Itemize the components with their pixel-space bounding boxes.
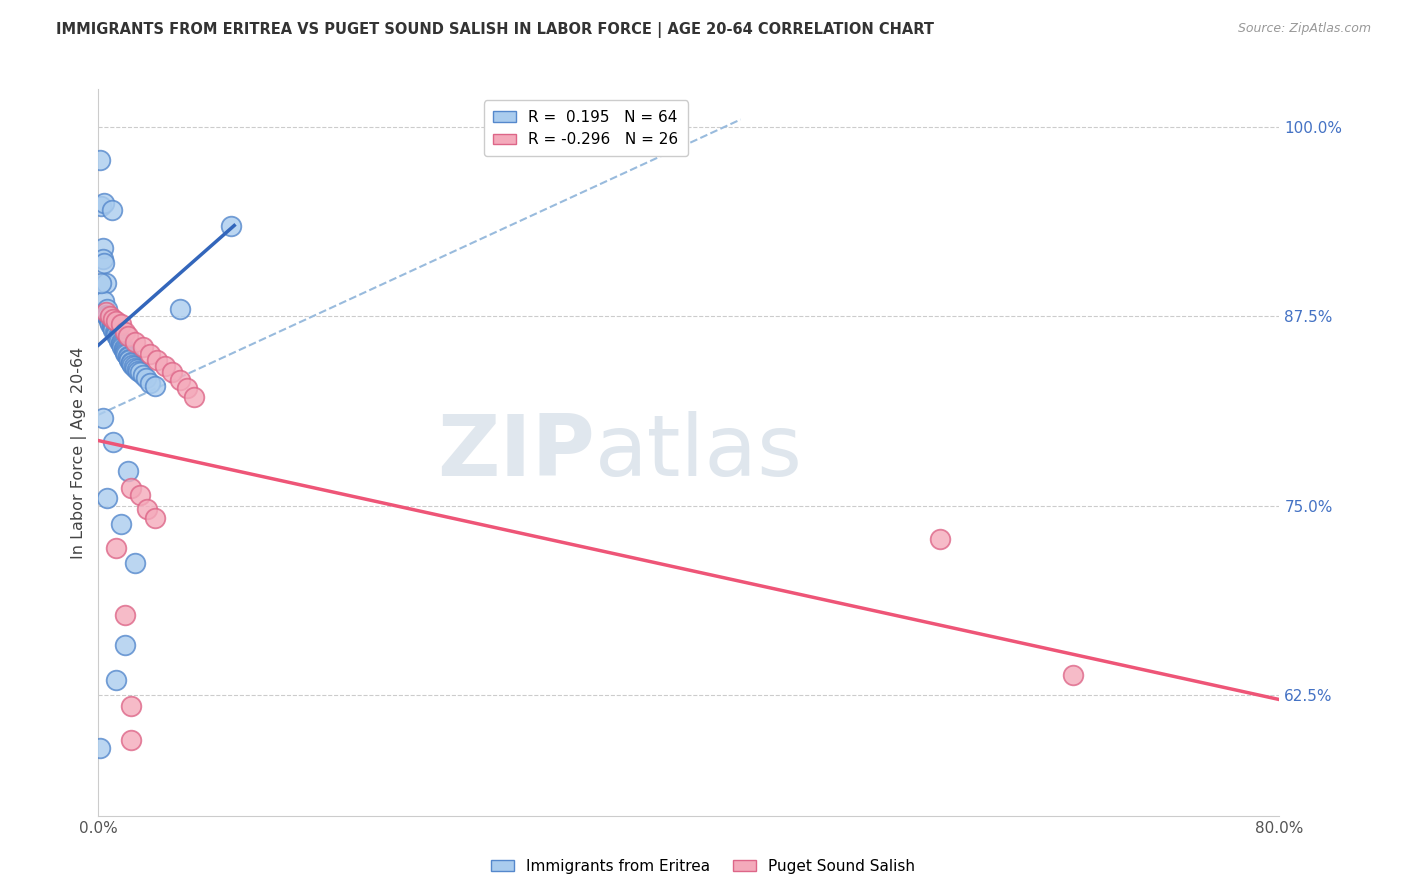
Point: [107, 329, 129, 343]
Point: [105, 327, 128, 342]
Point: [120, 356, 142, 370]
Point: [100, 318, 122, 333]
Point: [143, 511, 166, 525]
Point: [176, 380, 198, 394]
Point: [183, 390, 205, 404]
Point: [117, 329, 139, 343]
Text: ZIP: ZIP: [437, 411, 595, 494]
Point: [118, 351, 141, 366]
Point: [89, 741, 111, 756]
Point: [124, 335, 146, 350]
Point: [169, 373, 191, 387]
Point: [94, 305, 117, 319]
Point: [118, 353, 141, 368]
Point: [117, 349, 139, 363]
Point: [91, 241, 114, 255]
Point: [117, 351, 139, 365]
Point: [97, 314, 120, 328]
Point: [91, 410, 114, 425]
Point: [117, 464, 139, 478]
Point: [139, 376, 162, 390]
Point: [110, 317, 132, 331]
Point: [122, 359, 145, 374]
Point: [121, 358, 143, 372]
Point: [103, 323, 125, 337]
Point: [104, 325, 127, 339]
Point: [98, 315, 121, 329]
Point: [105, 673, 128, 687]
Point: [93, 256, 115, 270]
Point: [94, 308, 117, 322]
Point: [115, 347, 138, 361]
Point: [162, 366, 183, 380]
Point: [89, 153, 111, 168]
Point: [153, 359, 176, 374]
Point: [110, 516, 132, 531]
Point: [108, 332, 131, 346]
Point: [114, 325, 136, 339]
Legend: Immigrants from Eritrea, Puget Sound Salish: Immigrants from Eritrea, Puget Sound Sal…: [485, 853, 921, 880]
Point: [169, 301, 191, 316]
Point: [96, 310, 118, 324]
Point: [114, 345, 136, 359]
Point: [136, 501, 159, 516]
Point: [105, 326, 128, 340]
Point: [110, 335, 132, 350]
Point: [929, 532, 952, 546]
Text: atlas: atlas: [595, 411, 803, 494]
Point: [114, 607, 136, 622]
Point: [110, 336, 132, 351]
Point: [1062, 668, 1084, 682]
Text: Source: ZipAtlas.com: Source: ZipAtlas.com: [1237, 22, 1371, 36]
Point: [105, 314, 128, 328]
Point: [98, 317, 121, 331]
Point: [114, 638, 136, 652]
Point: [120, 481, 142, 495]
Legend: R =  0.195   N = 64, R = -0.296   N = 26: R = 0.195 N = 64, R = -0.296 N = 26: [484, 101, 688, 156]
Point: [127, 364, 149, 378]
Point: [93, 195, 115, 210]
Point: [114, 344, 136, 359]
Y-axis label: In Labor Force | Age 20-64: In Labor Force | Age 20-64: [72, 347, 87, 558]
Point: [107, 330, 129, 344]
Point: [128, 488, 150, 502]
Point: [132, 368, 155, 383]
Point: [125, 362, 148, 376]
Point: [135, 371, 157, 385]
Point: [124, 360, 146, 375]
Point: [98, 310, 121, 324]
Point: [112, 341, 135, 355]
Point: [100, 203, 122, 218]
Point: [120, 698, 142, 713]
Point: [111, 340, 134, 354]
Point: [103, 435, 125, 450]
Point: [139, 347, 162, 361]
Point: [221, 219, 243, 233]
Point: [146, 353, 169, 368]
Point: [93, 294, 115, 309]
Point: [97, 310, 120, 325]
Point: [128, 366, 150, 380]
Point: [94, 276, 117, 290]
Text: IMMIGRANTS FROM ERITREA VS PUGET SOUND SALISH IN LABOR FORCE | AGE 20-64 CORRELA: IMMIGRANTS FROM ERITREA VS PUGET SOUND S…: [56, 22, 934, 38]
Point: [120, 733, 142, 747]
Point: [143, 379, 166, 393]
Point: [96, 301, 118, 316]
Point: [111, 338, 134, 352]
Point: [91, 252, 114, 266]
Point: [124, 556, 146, 570]
Point: [103, 321, 125, 335]
Point: [108, 334, 131, 348]
Point: [90, 199, 112, 213]
Point: [112, 343, 135, 357]
Point: [100, 320, 122, 334]
Point: [96, 491, 118, 505]
Point: [103, 312, 125, 326]
Point: [90, 276, 112, 290]
Point: [105, 541, 128, 555]
Point: [132, 340, 155, 354]
Point: [120, 355, 142, 369]
